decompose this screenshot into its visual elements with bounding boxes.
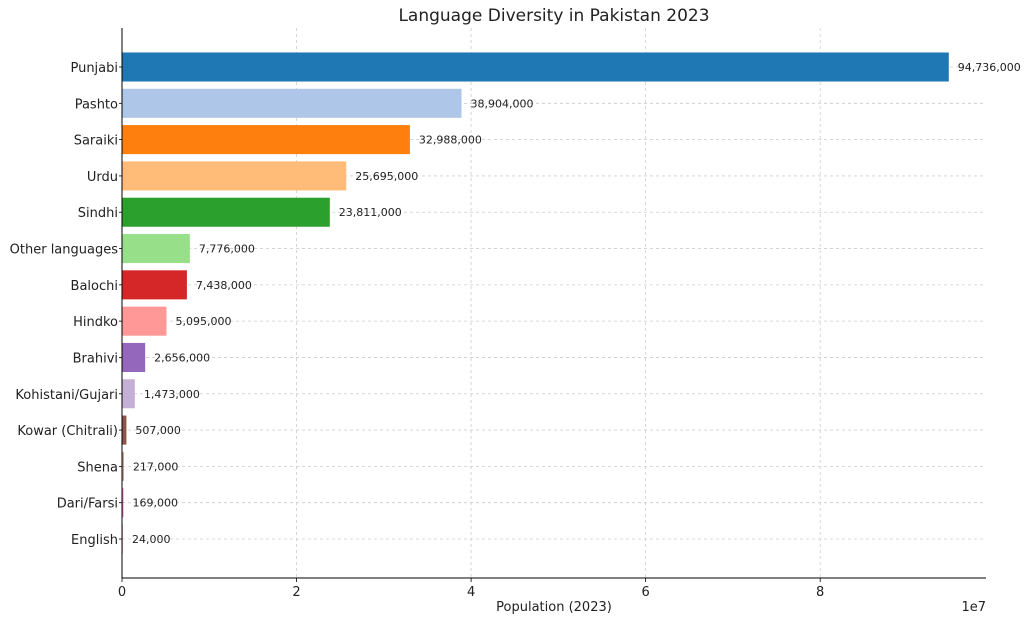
chart-title: Language Diversity in Pakistan 2023 [398,6,709,26]
bar-shena [122,451,124,481]
bar-punjabi [122,52,949,82]
y-tick-label: Hindko [73,315,118,330]
x-tick-label: 2 [292,585,300,600]
x-tick-label: 6 [641,585,649,600]
y-tick-label: Balochi [71,279,118,294]
y-tick-labels: Punjabi Pashto Saraiki Urdu Sindhi Other lang… [10,61,122,548]
data-label: 7,438,000 [196,279,252,292]
x-axis-label: Population (2023) [496,600,612,615]
y-tick-label: Kowar (Chitrali) [17,424,118,439]
bar-pashto [122,88,462,118]
y-tick-label: Sindhi [78,206,118,221]
bars-layer [122,52,949,554]
bar-saraiki [122,125,410,155]
data-label: 217,000 [133,460,179,473]
x-scale-label: 1e7 [961,600,986,615]
data-label: 169,000 [132,497,178,510]
y-tick-label: Punjabi [70,61,118,76]
bar-kowar-chitrali [122,415,127,445]
data-label: 5,095,000 [175,315,231,328]
data-labels-layer: 94,736,000 38,904,000 32,988,000 25,695,000… [132,61,1021,546]
y-tick-label: Brahivi [73,351,118,366]
y-tick-label: Urdu [87,170,118,185]
y-tick-label: Other languages [10,243,119,258]
bar-urdu [122,161,347,191]
bar-kohistani-gujari [122,379,135,409]
data-label: 23,811,000 [339,206,402,219]
data-label: 7,776,000 [199,243,255,256]
y-tick-label: Saraiki [74,134,118,149]
x-tick-labels: 0 2 4 6 8 [118,578,824,600]
x-tick-label: 8 [816,585,824,600]
data-label: 24,000 [132,533,171,546]
bar-hindko [122,306,167,336]
y-tick-label: Kohistani/Gujari [15,388,118,403]
data-label: 2,656,000 [154,351,210,364]
data-label: 25,695,000 [355,170,418,183]
y-tick-label: English [71,533,118,548]
data-label: 38,904,000 [471,97,534,110]
data-label: 94,736,000 [958,61,1021,74]
data-label: 1,473,000 [144,388,200,401]
y-tick-label: Shena [77,460,118,475]
bar-brahivi [122,342,146,372]
bar-balochi [122,270,187,300]
x-tick-label: 0 [118,585,126,600]
data-label: 507,000 [135,424,181,437]
bar-sindhi [122,197,330,227]
bar-dari-farsi [122,488,124,518]
y-tick-label: Dari/Farsi [57,497,118,512]
x-tick-label: 4 [467,585,475,600]
bar-other-languages [122,234,190,264]
data-label: 32,988,000 [419,134,482,147]
y-tick-label: Pashto [75,97,118,112]
